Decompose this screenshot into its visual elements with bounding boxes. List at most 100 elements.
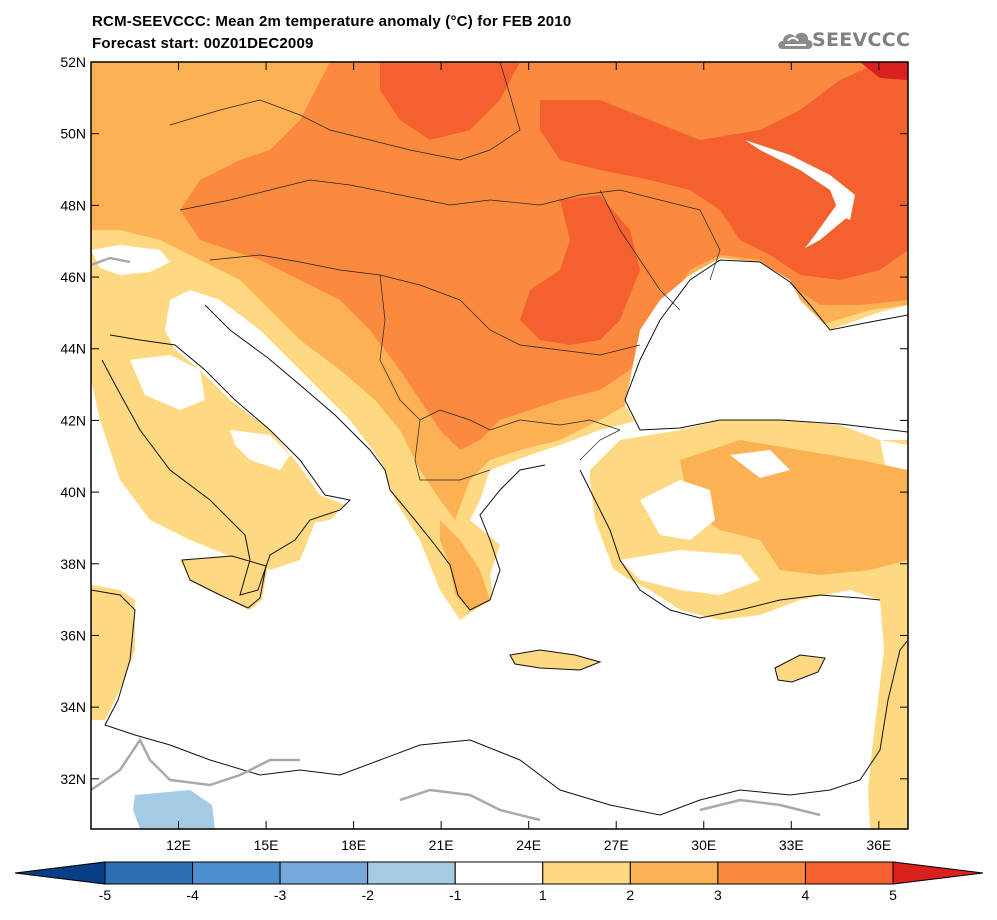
colorbar-label: 1 [539, 887, 547, 903]
anomaly-2-3-turkey [680, 440, 908, 575]
colorbar-arrow-max [892, 861, 984, 885]
seevccc-logo: SEEVCCC [776, 23, 916, 57]
border-2 [179, 179, 491, 211]
colorbar-label: 5 [889, 887, 897, 903]
terrain-contours [91, 256, 821, 822]
terrain-contour-3 [699, 798, 821, 817]
logo-text: SEEVCCC [812, 29, 911, 51]
near-zero-turkey-3 [730, 450, 790, 478]
lon-label: 12E [166, 837, 191, 853]
forecast-start: Forecast start: 00Z01DEC2009 [92, 35, 314, 52]
longitude-axis: 12E 15E 18E 21E 24E 27E 30E 33E 36E [166, 62, 891, 853]
anomaly-2-3-greece [440, 520, 490, 610]
colorbar-label: -5 [99, 887, 112, 903]
colorbar-arrow-min [14, 861, 106, 885]
colorbar-box [717, 861, 806, 885]
border-8 [519, 419, 621, 431]
colorbar-box [454, 861, 544, 885]
border-6 [459, 299, 641, 356]
lon-label: 24E [516, 837, 541, 853]
country-borders [169, 62, 721, 481]
coastline-black-sea-south [639, 419, 908, 433]
colorbar-box [192, 861, 281, 885]
near-zero-turkey-2 [620, 550, 760, 595]
anomaly-1-2-italy [100, 340, 345, 600]
border-9 [414, 419, 491, 481]
border-1 [169, 99, 491, 161]
coastline-sicily [181, 555, 267, 609]
coastline-black-sea [624, 259, 908, 431]
border-5 [489, 189, 701, 211]
colorbar-box [629, 861, 719, 885]
lat-label: 48N [60, 197, 86, 213]
lat-label: 50N [60, 126, 86, 142]
lon-label: 15E [254, 837, 279, 853]
colorbar-label: 3 [714, 887, 722, 903]
anomaly-1-2-sicily [180, 555, 268, 610]
border-11 [699, 209, 721, 281]
cloud-icon [778, 32, 813, 49]
border-12 [579, 429, 621, 461]
colorbar-box [367, 861, 456, 885]
map-title: RCM-SEEVCCC: Mean 2m temperature anomaly… [92, 13, 572, 30]
coastline-adriatic-east [204, 304, 391, 491]
anomaly-field [91, 62, 908, 829]
dnieper-river-gap-2 [805, 200, 850, 248]
colorbar-label: -3 [274, 887, 287, 903]
lat-label: 44N [60, 341, 86, 357]
lat-label: 40N [60, 484, 86, 500]
terrain-contour-4 [91, 256, 131, 267]
lat-label: 38N [60, 556, 86, 572]
colorbar-box [542, 861, 631, 885]
lon-label: 33E [779, 837, 804, 853]
border-10 [599, 189, 681, 311]
coastline-italy [101, 334, 352, 596]
coastline-turkey-west [579, 469, 881, 619]
anomaly-neg-libya [133, 790, 215, 829]
colorbar-label: -2 [361, 887, 374, 903]
colorbar-label: 4 [802, 887, 810, 903]
terrain-contour-2 [399, 788, 541, 822]
lat-label: 34N [60, 699, 86, 715]
anomaly-1-2-africa [91, 585, 135, 720]
coastline-crete [509, 649, 602, 671]
lat-label: 42N [60, 412, 86, 428]
lon-label: 21E [429, 837, 454, 853]
near-zero-alps [91, 245, 170, 275]
coastlines [91, 259, 908, 816]
colorbar-label: -1 [449, 887, 462, 903]
colorbar-box [279, 861, 369, 885]
near-zero-italy-2 [230, 430, 290, 470]
lat-label: 32N [60, 771, 86, 787]
black-sea [625, 258, 908, 440]
lat-label: 46N [60, 269, 86, 285]
lat-label: 36N [60, 627, 86, 643]
anomaly-1-2-crete [510, 650, 600, 670]
terrain-contour-1 [91, 737, 300, 792]
colorbar-box [804, 861, 894, 885]
colorbar-label: 2 [626, 887, 634, 903]
border-3 [209, 254, 461, 301]
lat-label: 52N [60, 54, 86, 70]
lon-label: 27E [604, 837, 629, 853]
adriatic-sea [170, 300, 390, 500]
coastline-africa [91, 589, 908, 816]
aegean-sea [480, 460, 620, 625]
anomaly-4-5-ukraine [540, 62, 908, 280]
colorbar: -5 -4 -3 -2 -1 1 2 3 4 5 [14, 861, 984, 903]
border-4 [489, 62, 521, 151]
near-zero-turkey-1 [640, 480, 715, 540]
colorbar-label: -4 [186, 887, 199, 903]
near-zero-east [880, 440, 908, 470]
colorbar-box [104, 861, 194, 885]
near-zero-italy-1 [130, 355, 205, 410]
latitude-axis: 52N 50N 48N 46N 44N 42N 40N 38N 36N 34N 32N [60, 54, 908, 787]
anomaly-4-5-romania [520, 195, 640, 345]
anomaly-5-corner [860, 62, 908, 80]
lon-label: 36E [866, 837, 891, 853]
map-frame [90, 61, 909, 830]
coastline-cyprus [774, 654, 826, 683]
lon-label: 18E [341, 837, 366, 853]
anomaly-4-5-north [380, 62, 520, 140]
